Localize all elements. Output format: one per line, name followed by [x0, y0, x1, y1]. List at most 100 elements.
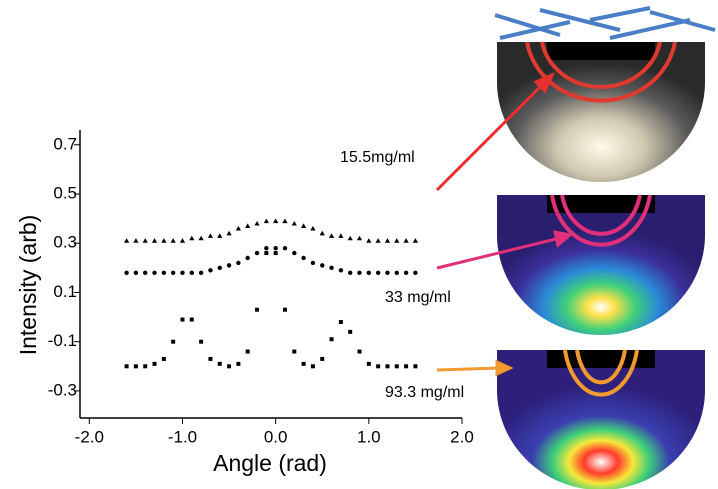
point [395, 271, 399, 275]
point [376, 238, 381, 243]
point [339, 320, 343, 324]
y-tick-label: 0.5 [53, 183, 77, 202]
point [348, 236, 353, 241]
point [180, 318, 184, 322]
point [376, 364, 380, 368]
point [124, 238, 129, 243]
point [329, 233, 334, 238]
point [125, 364, 129, 368]
point [143, 271, 147, 275]
point [133, 238, 138, 243]
point [367, 271, 371, 275]
y-tick-label: -0.3 [48, 380, 77, 399]
point [292, 350, 296, 354]
point [134, 271, 138, 275]
point [403, 238, 408, 243]
series-label: 93.3 mg/ml [385, 384, 464, 401]
point [171, 340, 175, 344]
x-tick-label: -2.0 [75, 427, 104, 446]
point [385, 271, 389, 275]
point [329, 266, 333, 270]
point [413, 238, 418, 243]
point [208, 268, 212, 272]
point [217, 233, 222, 238]
point [404, 271, 408, 275]
point [180, 271, 184, 275]
point [264, 218, 269, 223]
point [255, 308, 259, 312]
point [161, 238, 166, 243]
point [218, 266, 222, 270]
point [254, 221, 259, 226]
point [320, 231, 325, 236]
x-tick-label: -1.0 [168, 427, 197, 446]
y-axis-title: Intensity (arb) [15, 215, 41, 356]
point [218, 362, 222, 366]
point [264, 251, 268, 255]
scattering-panels [495, 8, 715, 489]
point [245, 223, 250, 228]
point [236, 362, 240, 366]
point [413, 271, 417, 275]
point [180, 238, 185, 243]
point [404, 364, 408, 368]
point [385, 364, 389, 368]
molecule-sketch [495, 8, 715, 38]
point [395, 364, 399, 368]
point [292, 251, 296, 255]
point [311, 364, 315, 368]
x-tick-label: 1.0 [357, 427, 381, 446]
point [152, 238, 157, 243]
figure: 15.5mg/ml 33 mg/ml 93.3 mg/ml Angle (rad… [0, 0, 718, 489]
point [162, 271, 166, 275]
point [283, 246, 287, 250]
point [413, 364, 417, 368]
point [282, 218, 287, 223]
point [255, 251, 259, 255]
point [199, 340, 203, 344]
point [171, 238, 176, 243]
x-tick-label: 2.0 [450, 427, 474, 446]
point [358, 350, 362, 354]
x-tick-label: 0.0 [264, 427, 288, 446]
point [153, 362, 157, 366]
series-label: 15.5mg/ml [340, 149, 415, 166]
point [273, 218, 278, 223]
point [162, 357, 166, 361]
y-tick-label: 0.7 [53, 134, 77, 153]
y-tick-label: 0.1 [53, 282, 77, 301]
point [190, 318, 194, 322]
point [246, 256, 250, 260]
point [366, 238, 371, 243]
point [338, 233, 343, 238]
point [264, 246, 268, 250]
y-tick-label: 0.3 [53, 233, 77, 252]
point [394, 238, 399, 243]
point [227, 364, 231, 368]
point [190, 271, 194, 275]
point [227, 263, 231, 267]
point [357, 236, 362, 241]
point [376, 271, 380, 275]
point [199, 271, 203, 275]
point [357, 271, 361, 275]
point [302, 362, 306, 366]
point [348, 330, 352, 334]
point [199, 236, 204, 241]
point [339, 268, 343, 272]
point [367, 362, 371, 366]
y-tick-label: -0.1 [48, 331, 77, 350]
point [320, 357, 324, 361]
point [152, 271, 156, 275]
point [273, 246, 277, 250]
point [246, 350, 250, 354]
point [311, 261, 315, 265]
point [236, 226, 241, 231]
point [189, 236, 194, 241]
point [134, 364, 138, 368]
point [385, 238, 390, 243]
point [143, 364, 147, 368]
point [283, 308, 287, 312]
point [274, 251, 278, 255]
panel-2 [497, 195, 705, 335]
